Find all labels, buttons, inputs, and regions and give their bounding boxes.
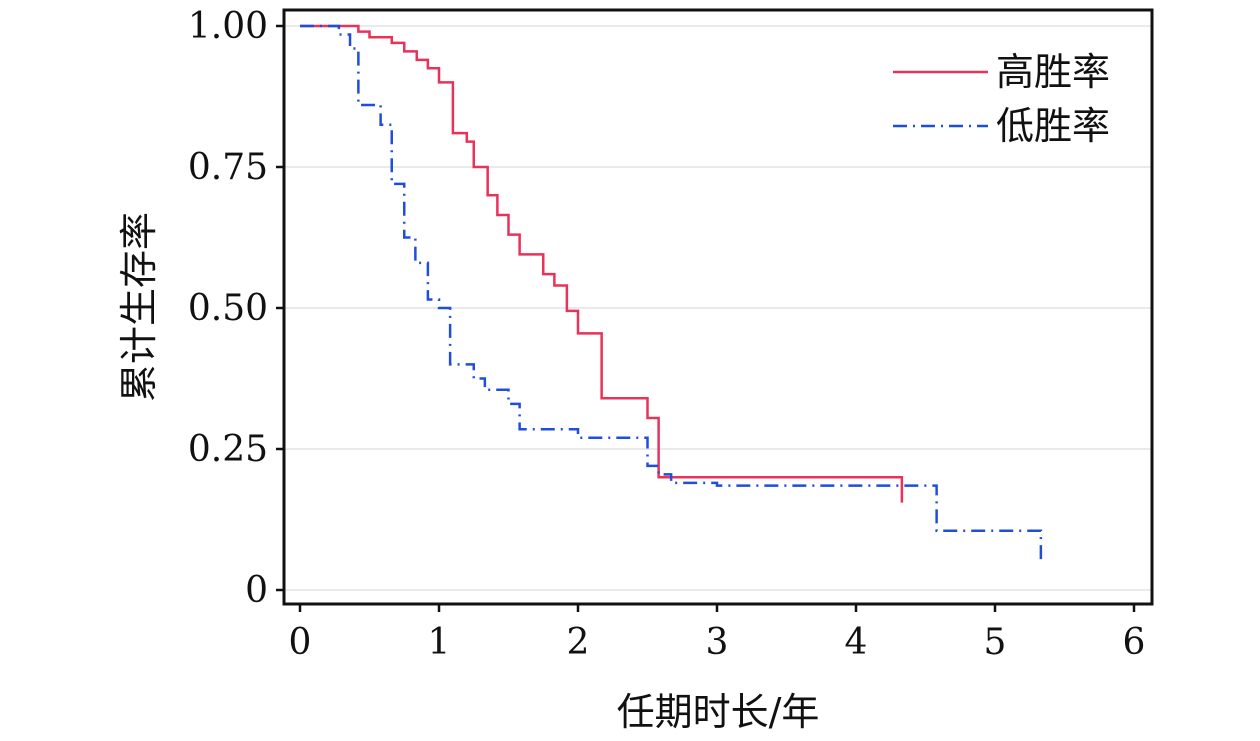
x-tick-label: 6 — [1123, 622, 1146, 663]
y-tick-label: 0.25 — [188, 429, 268, 470]
y-tick-label: 0.50 — [188, 288, 268, 329]
series-line-1 — [300, 24, 904, 503]
x-tick-label: 5 — [984, 622, 1007, 663]
x-tick-label: 1 — [428, 622, 451, 663]
x-tick-label: 2 — [567, 622, 590, 663]
x-tick-label: 4 — [845, 622, 868, 663]
y-tick-label: 0 — [245, 570, 268, 611]
gridlines — [284, 25, 1152, 591]
x-tick-label: 0 — [289, 622, 312, 663]
series-line-2 — [300, 24, 1043, 562]
legend-label: 高胜率 — [996, 50, 1110, 94]
legend-label: 低胜率 — [996, 104, 1110, 148]
x-axis-title: 任期时长/年 — [617, 690, 820, 734]
y-tick-label: 1.00 — [188, 6, 268, 47]
x-tick-label: 3 — [706, 622, 729, 663]
y-tick-label: 0.75 — [188, 147, 268, 188]
series-lines — [300, 24, 1043, 562]
axis-ticks: 0 0.25 0.50 0.75 1.00 0 1 2 3 4 5 6 — [188, 6, 1146, 663]
y-axis-title: 累计生存率 — [117, 212, 161, 402]
plot-frame — [282, 8, 1154, 606]
